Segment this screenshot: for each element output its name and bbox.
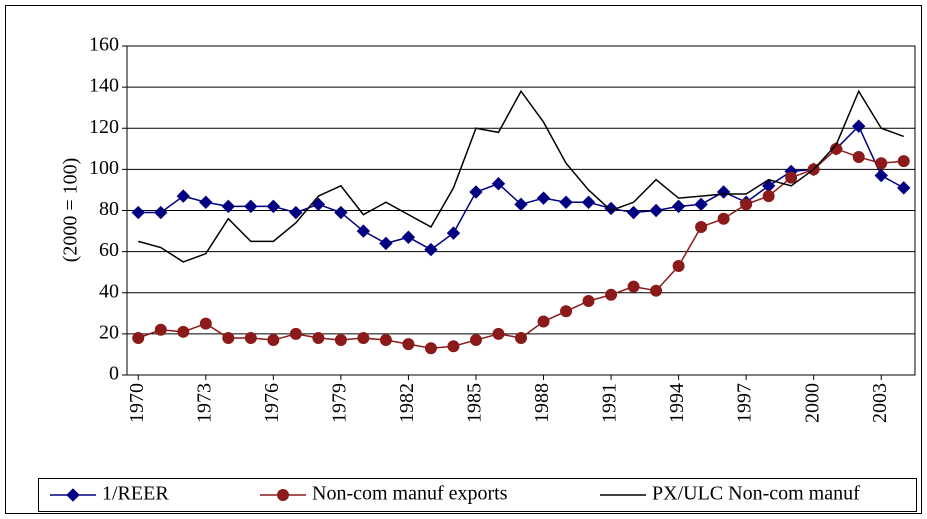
marker <box>154 323 167 336</box>
marker <box>581 195 596 209</box>
marker <box>785 171 798 184</box>
marker <box>582 294 595 307</box>
legend-label: Non-com manuf exports <box>312 483 508 505</box>
marker <box>424 242 438 257</box>
marker <box>536 191 551 205</box>
marker <box>897 155 910 168</box>
marker <box>289 205 303 220</box>
marker <box>447 340 460 353</box>
marker <box>537 315 550 328</box>
legend-label: 1/REER <box>102 483 169 505</box>
x-tick-label: 1976 <box>261 383 283 423</box>
marker <box>176 189 190 203</box>
marker <box>244 331 257 344</box>
x-tick-label: 1988 <box>531 383 553 423</box>
marker <box>222 331 235 344</box>
marker <box>694 197 708 212</box>
marker <box>559 195 573 209</box>
marker <box>267 334 280 347</box>
legend-marker <box>66 488 80 502</box>
marker <box>560 305 573 318</box>
marker <box>672 260 685 273</box>
x-tick-label: 1973 <box>193 383 215 423</box>
x-tick-label: 1991 <box>599 383 621 423</box>
y-tick-label: 80 <box>99 198 119 220</box>
marker <box>852 151 865 164</box>
marker <box>762 190 775 203</box>
y-axis-label: (2000 = 100) <box>60 158 82 263</box>
marker <box>717 212 730 225</box>
marker <box>312 331 325 344</box>
marker <box>289 327 302 340</box>
marker <box>514 197 528 212</box>
y-tick-label: 60 <box>99 239 119 261</box>
marker <box>424 342 437 355</box>
marker <box>492 327 505 340</box>
x-tick-label: 1994 <box>666 383 688 423</box>
y-tick-label: 100 <box>89 157 119 179</box>
y-tick-label: 120 <box>89 116 119 138</box>
marker <box>334 334 347 347</box>
x-tick-label: 2003 <box>869 383 891 423</box>
marker <box>650 284 663 297</box>
marker <box>199 317 212 330</box>
marker <box>875 157 888 170</box>
marker <box>266 199 281 214</box>
marker <box>627 280 640 293</box>
y-tick-label: 20 <box>99 321 119 343</box>
y-tick-label: 160 <box>89 34 119 56</box>
marker <box>649 203 663 218</box>
marker <box>897 181 911 195</box>
marker <box>740 198 753 211</box>
y-tick-label: 40 <box>99 280 119 302</box>
marker <box>491 177 506 191</box>
marker <box>402 338 415 351</box>
marker <box>221 199 236 214</box>
marker <box>311 197 326 212</box>
marker <box>357 331 370 344</box>
marker <box>852 119 866 133</box>
x-tick-label: 1997 <box>734 383 756 423</box>
marker <box>401 230 416 244</box>
marker <box>131 205 145 220</box>
marker <box>515 331 527 344</box>
x-tick-label: 1985 <box>464 383 486 423</box>
marker <box>379 236 393 251</box>
marker <box>671 199 686 214</box>
marker <box>154 205 168 220</box>
series-line <box>138 89 905 263</box>
marker <box>874 168 888 183</box>
legend-box <box>38 478 917 512</box>
x-tick-label: 2000 <box>801 383 823 423</box>
y-tick-label: 0 <box>109 363 119 385</box>
marker <box>199 195 213 209</box>
marker <box>132 331 145 344</box>
marker <box>334 205 348 220</box>
marker <box>244 199 258 214</box>
x-tick-label: 1979 <box>328 383 350 423</box>
marker <box>605 288 618 301</box>
marker <box>177 325 190 338</box>
marker <box>356 224 371 238</box>
x-tick-label: 1982 <box>396 383 418 423</box>
marker <box>695 220 708 233</box>
legend-label: PX/ULC Non-com manuf <box>652 483 860 505</box>
y-tick-label: 140 <box>89 75 119 97</box>
marker <box>469 185 483 199</box>
marker <box>469 334 482 347</box>
x-tick-label: 1970 <box>126 383 148 423</box>
marker <box>626 205 641 220</box>
marker <box>379 334 392 347</box>
marker <box>446 226 461 240</box>
legend-marker <box>277 489 289 501</box>
